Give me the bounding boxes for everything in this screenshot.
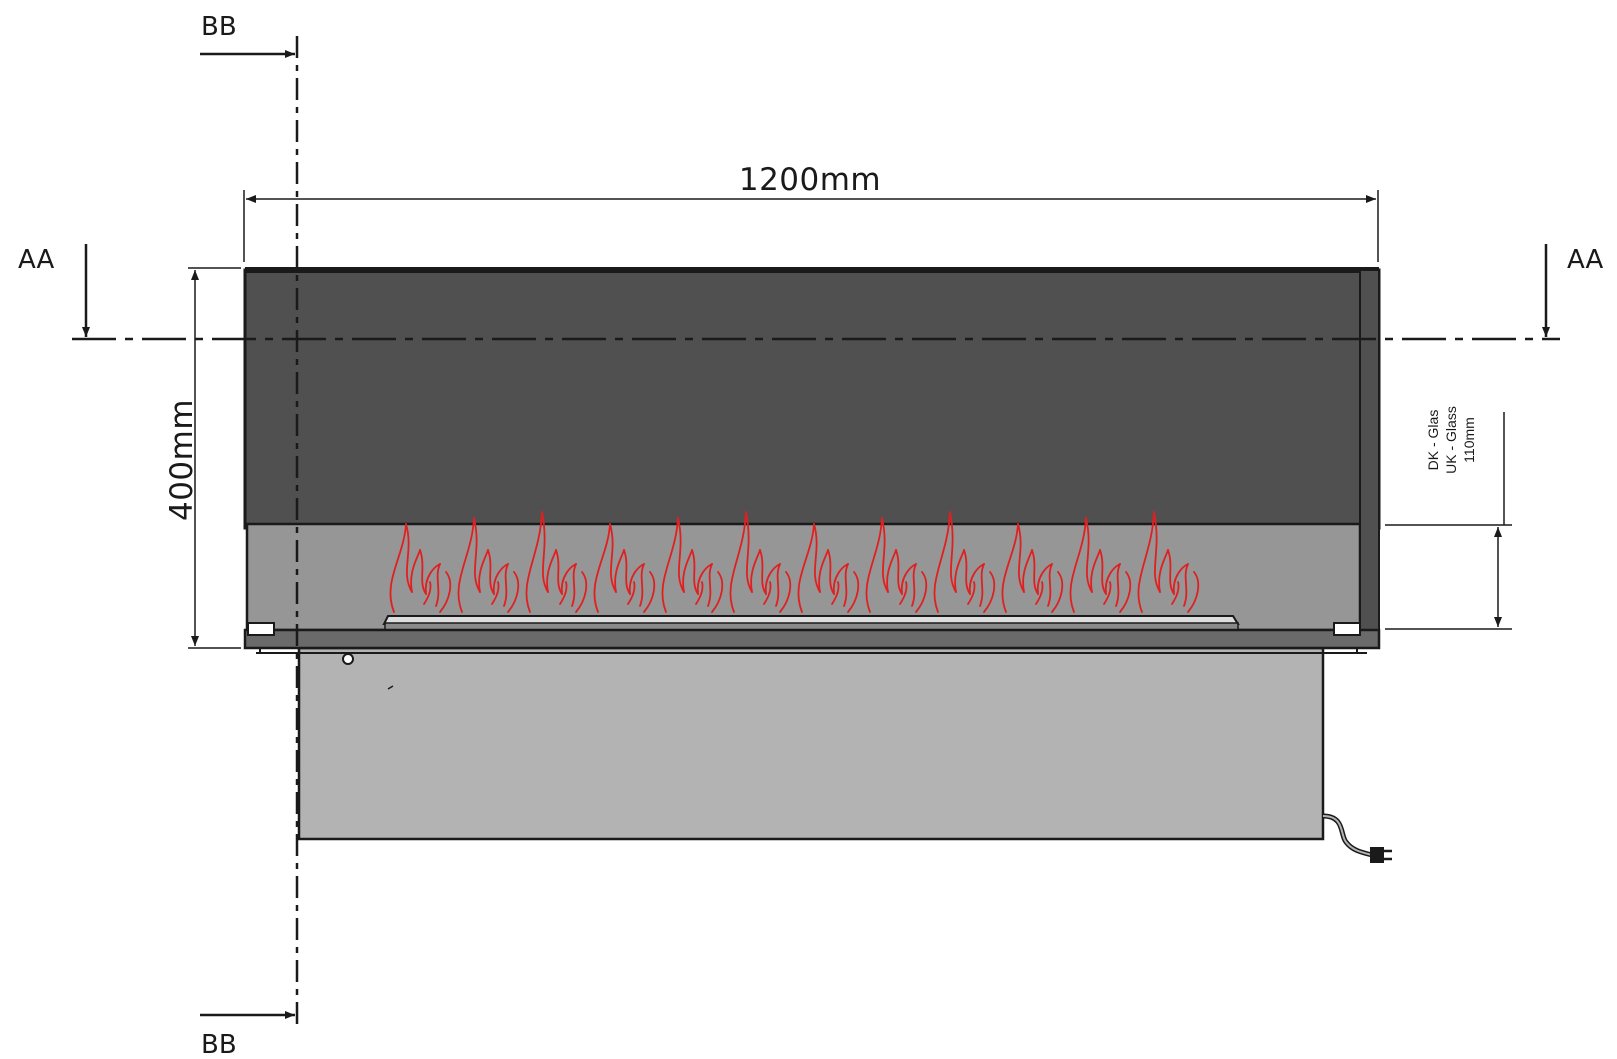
section-label-aa-right: AA (1567, 245, 1604, 275)
flame-icon (593, 523, 656, 613)
flame-group (389, 511, 1200, 613)
flame-icon (1137, 511, 1200, 613)
flame-icon (729, 511, 792, 613)
section-label-aa-left: AA (18, 245, 55, 275)
flame-icon (797, 523, 860, 613)
flame-icon (661, 517, 724, 613)
screw-hole-icon (342, 653, 354, 665)
glass-label-uk: UK - Glass (1443, 406, 1459, 474)
power-cable-icon (1322, 813, 1392, 863)
height-dimension-label: 400mm (164, 399, 200, 521)
hood-panel (243, 268, 1381, 530)
flame-icon (389, 523, 452, 613)
glass-panel (245, 522, 1362, 632)
section-label-bb-top: BB (201, 12, 237, 42)
glass-label-height: 110mm (1461, 417, 1477, 463)
corner-bracket-right (1333, 622, 1361, 636)
flame-icon (1001, 523, 1064, 613)
glass-label-dk: DK - Glas (1425, 410, 1441, 471)
flame-icon (865, 517, 928, 613)
bottom-frame (243, 628, 1381, 650)
width-dimension-label: 1200mm (739, 162, 881, 198)
flame-icon (457, 517, 520, 613)
flame-icon (933, 511, 996, 613)
mark-stroke (387, 685, 394, 690)
firebox-body (297, 646, 1325, 841)
flame-icon (525, 511, 588, 613)
corner-bracket-left (247, 622, 275, 636)
flame-icon (1069, 517, 1132, 613)
section-label-bb-bottom: BB (201, 1030, 237, 1059)
